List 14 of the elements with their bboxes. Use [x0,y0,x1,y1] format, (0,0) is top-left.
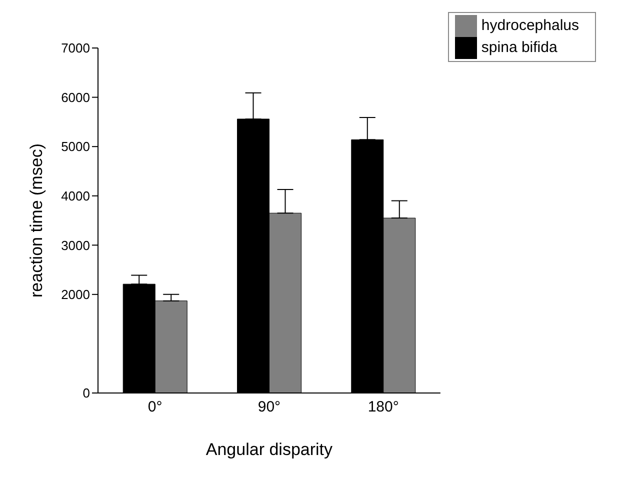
x-tick-label: 180° [368,398,399,416]
legend-label: hydrocephalus [481,17,579,34]
y-axis-title: reaction time (msec) [27,144,46,298]
legend-label: spina bifida [481,39,558,56]
y-tick-label: 5000 [61,139,90,154]
y-tick-label: 7000 [61,40,90,56]
y-tick-label: 6000 [61,90,90,105]
x-axis-title: Angular disparity [206,440,334,459]
x-tick-label: 0° [148,398,162,416]
y-tick-label: 4000 [61,188,90,204]
y-tick-label: 2000 [61,287,90,302]
y-tick-label: 3000 [61,238,90,253]
y-tick-label: 0 [82,386,90,401]
x-tick-label: 90° [258,398,281,416]
